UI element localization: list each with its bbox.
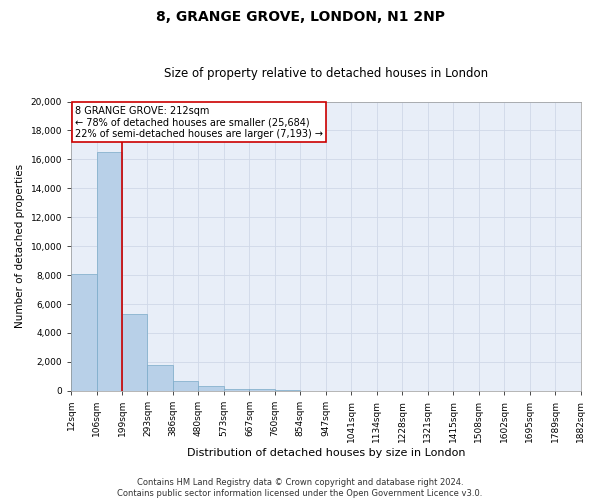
Bar (250, 390, 275, 391)
Bar (148, 365, 173, 391)
Bar (275, 390, 301, 391)
Bar (199, 386, 224, 391)
Bar (97, 152, 122, 391)
Y-axis label: Number of detached properties: Number of detached properties (15, 164, 25, 328)
Bar (122, 314, 148, 391)
Bar (71, 274, 97, 391)
Bar (173, 380, 199, 391)
Bar (224, 388, 250, 391)
Text: 8 GRANGE GROVE: 212sqm
← 78% of detached houses are smaller (25,684)
22% of semi: 8 GRANGE GROVE: 212sqm ← 78% of detached… (75, 106, 323, 139)
Text: Contains HM Land Registry data © Crown copyright and database right 2024.
Contai: Contains HM Land Registry data © Crown c… (118, 478, 482, 498)
Title: Size of property relative to detached houses in London: Size of property relative to detached ho… (164, 66, 488, 80)
X-axis label: Distribution of detached houses by size in London: Distribution of detached houses by size … (187, 448, 465, 458)
Text: 8, GRANGE GROVE, LONDON, N1 2NP: 8, GRANGE GROVE, LONDON, N1 2NP (155, 10, 445, 24)
